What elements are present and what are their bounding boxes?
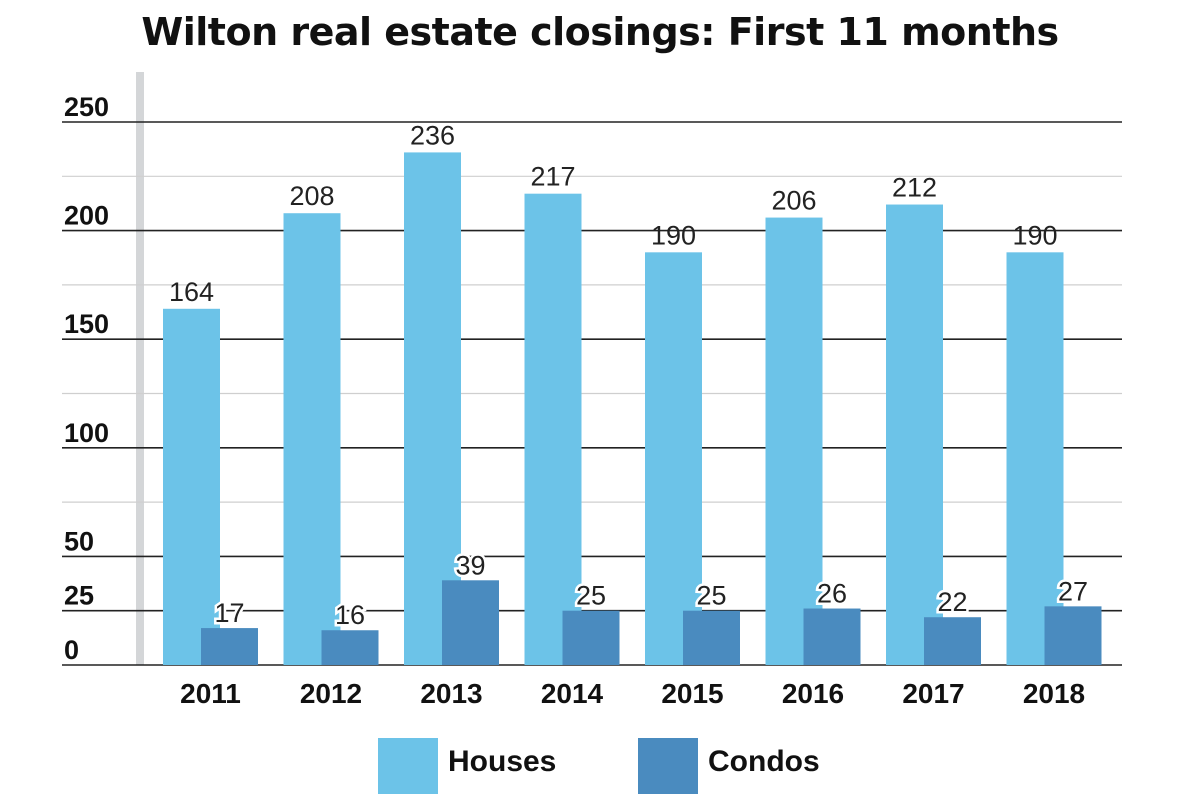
bar-condos-2012 (321, 630, 379, 665)
y-tick-label-25: 25 (64, 581, 94, 611)
data-label-condos-2015: 25 (696, 581, 726, 611)
data-label-condos-2011: 17 (214, 598, 244, 628)
x-tick-label-2018: 2018 (1023, 678, 1085, 709)
data-label-houses-2013: 236 (410, 120, 455, 150)
legend-swatch-houses (378, 738, 438, 794)
data-label-houses-2015: 190 (651, 220, 696, 250)
data-label-condos-2012: 16 (335, 600, 365, 630)
bar-condos-2014 (562, 610, 620, 665)
data-label-houses-2016: 206 (771, 186, 816, 216)
legend-label-houses: Houses (448, 745, 557, 778)
bar-houses-2014 (524, 193, 582, 665)
bar-condos-2011 (201, 628, 258, 665)
x-tick-label-2014: 2014 (541, 678, 604, 709)
x-tick-label-2015: 2015 (661, 678, 723, 709)
y-tick-label-100: 100 (64, 418, 109, 448)
x-tick-label-2017: 2017 (902, 678, 964, 709)
y-axis-band (136, 72, 144, 665)
bar-houses-2018 (1006, 252, 1064, 665)
legend-label-condos: Condos (708, 745, 820, 778)
y-tick-label-0: 0 (64, 635, 79, 665)
bar-condos-2017 (924, 617, 981, 665)
bar-houses-2013 (404, 152, 461, 665)
data-label-condos-2018: 27 (1058, 576, 1088, 606)
y-tick-label-250: 250 (64, 92, 109, 122)
data-label-houses-2018: 190 (1012, 220, 1057, 250)
x-tick-label-2012: 2012 (300, 678, 362, 709)
y-tick-label-200: 200 (64, 201, 109, 231)
data-label-condos-2017: 22 (937, 587, 967, 617)
y-tick-label-50: 50 (64, 526, 94, 556)
data-label-houses-2012: 208 (289, 181, 334, 211)
bar-condos-2015 (683, 610, 740, 665)
data-label-condos-2013: 39 (455, 550, 485, 580)
chart-title: Wilton real estate closings: First 11 mo… (141, 10, 1059, 54)
bar-houses-2015 (645, 252, 702, 665)
data-label-condos-2014: 25 (576, 581, 606, 611)
bar-houses-2012 (283, 213, 341, 665)
bar-condos-2016 (803, 608, 861, 665)
y-tick-label-150: 150 (64, 309, 109, 339)
legend-swatch-condos (638, 738, 698, 794)
chart-plot: 0 25 50 100 150 200 250 164 17 2011 208 16 2012 236 39… (62, 72, 1122, 709)
x-tick-label-2011: 2011 (180, 678, 241, 709)
x-tick-label-2013: 2013 (420, 678, 482, 709)
data-label-houses-2017: 212 (892, 173, 937, 203)
legend: Houses Condos (0, 735, 1200, 795)
data-label-houses-2014: 217 (530, 162, 575, 192)
bar-houses-2011 (163, 308, 220, 665)
bar-condos-2013 (442, 580, 499, 665)
x-tick-label-2016: 2016 (782, 678, 844, 709)
bar-houses-2017 (886, 204, 943, 665)
data-label-condos-2016: 26 (817, 579, 847, 609)
bar-houses-2016 (765, 217, 823, 665)
data-label-houses-2011: 164 (169, 277, 214, 307)
bar-condos-2018 (1044, 606, 1102, 665)
